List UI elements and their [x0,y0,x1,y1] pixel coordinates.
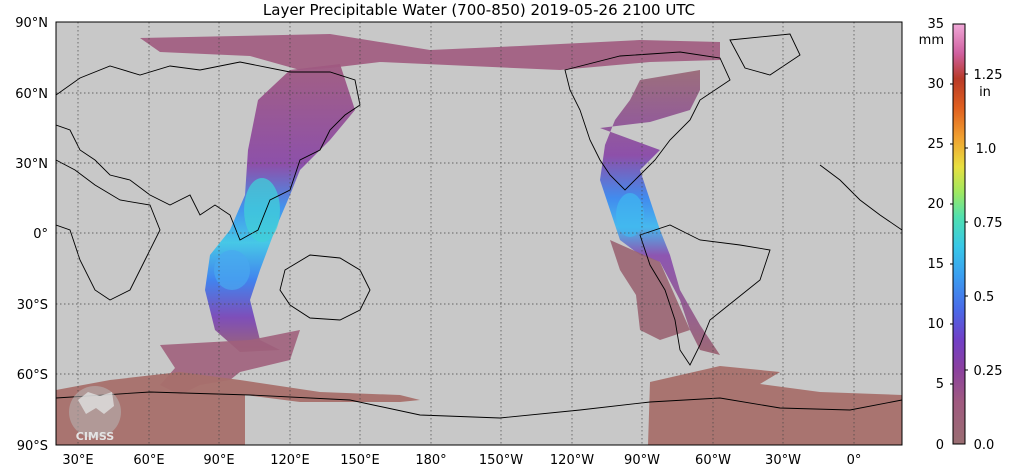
latitude-labels: 90°N 60°N 30°N 0° 30°S 60°S 90°S [15,16,48,454]
mm-tick: 25 [927,137,944,152]
lon-label: 180° [415,453,446,468]
cimss-logo: CIMSS [69,386,121,443]
colorbar-mm-ticks: 30 25 20 15 10 5 0 [927,77,944,453]
lat-label: 0° [33,227,48,242]
swath-antarctic-east [56,372,420,445]
lon-label: 60°E [133,453,164,468]
colorbar-mm-tick: 35 [927,17,944,32]
in-tick: 0.75 [974,216,1003,231]
lat-label: 90°N [15,16,48,31]
in-tick: 1.0 [976,142,997,157]
in-tick: 1.25 [974,68,1003,83]
lon-label: 150°E [340,453,380,468]
coast-greenland [729,33,801,76]
precipitable-water-swaths [56,34,902,445]
graticule [56,22,902,445]
colorbar-mm-unit: mm [919,33,944,48]
in-tick: 0.5 [974,290,995,305]
coast-africa-west [56,159,161,301]
colorbar-tick-marks [950,73,968,385]
mm-tick: 15 [927,257,944,272]
lon-label: 90°W [624,453,660,468]
swath-americas [600,70,720,355]
lon-label: 60°W [695,453,731,468]
moist-core-asia [244,178,280,242]
moist-core-indian [214,250,250,290]
longitude-labels: 30°E 60°E 90°E 120°E 150°E 180° 150°W 12… [62,453,861,468]
lon-label: 90°E [203,453,234,468]
chart-title: Layer Precipitable Water (700-850) 2019-… [262,1,696,19]
lon-label: 120°W [550,453,594,468]
lon-label: 150°W [479,453,523,468]
lat-label: 30°S [17,298,48,313]
lon-label: 0° [847,453,862,468]
coast-north-america [564,51,731,191]
colorbar-in-ticks: 1.25 in 1.0 0.75 0.5 0.25 0.0 [974,68,1003,453]
lat-label: 90°S [17,439,48,454]
swath-arctic [140,34,720,70]
lat-label: 60°N [15,87,48,102]
lon-label: 30°W [765,453,801,468]
coast-antarctica [56,391,902,419]
coast-africa-west-right [819,164,902,231]
mm-tick: 20 [927,197,944,212]
mm-tick: 30 [927,77,944,92]
swath-south-pacific [610,240,690,340]
in-tick: 0.0 [974,438,995,453]
lon-label: 120°E [270,453,310,468]
moist-core-central-america [616,193,644,237]
swath-antarctic-west [648,366,902,445]
coast-south-america [639,224,771,366]
lat-label: 60°S [17,368,48,383]
in-tick: 0.25 [974,364,1003,379]
mm-tick: 0 [936,438,944,453]
map-frame [55,21,903,446]
mm-tick: 5 [936,377,944,392]
lon-label: 30°E [62,453,93,468]
lat-label: 30°N [15,157,48,172]
colorbar-in-unit: in [979,85,991,100]
mm-tick: 10 [927,317,944,332]
watermark-label: CIMSS [76,430,115,443]
colorbar [952,23,966,445]
